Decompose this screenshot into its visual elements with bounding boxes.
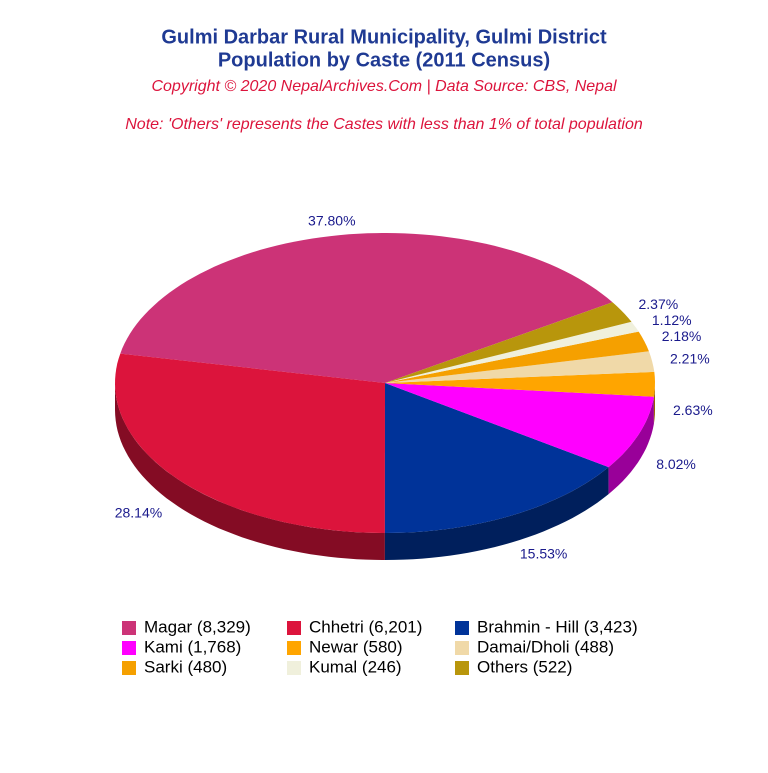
slice	[115, 353, 385, 533]
legend-swatch	[287, 661, 301, 675]
slice-side	[384, 467, 609, 560]
data-label: 2.37%	[639, 296, 679, 312]
legend-label: Kumal (246)	[309, 657, 402, 676]
data-label: 37.80%	[308, 213, 355, 229]
slice	[385, 331, 649, 383]
legend-swatch	[287, 621, 301, 635]
legend-swatch	[287, 641, 301, 655]
legend-label: Damai/Dholi (488)	[477, 637, 614, 656]
data-label: 28.14%	[115, 505, 162, 521]
slice-side	[608, 396, 654, 495]
legend-label: Kami (1,768)	[144, 637, 241, 656]
slice	[385, 383, 654, 468]
chart-subtitle: Population by Caste (2011 Census)	[218, 49, 550, 71]
copyright: Copyright © 2020 NepalArchives.Com | Dat…	[151, 78, 616, 95]
slice	[120, 233, 613, 383]
legend-label: Others (522)	[477, 657, 572, 676]
legend-label: Magar (8,329)	[144, 617, 251, 636]
note: Note: 'Others' represents the Castes wit…	[125, 116, 643, 133]
slice	[384, 383, 609, 533]
legend-swatch	[122, 621, 136, 635]
legend-swatch	[122, 641, 136, 655]
slice	[385, 321, 639, 383]
data-label: 2.21%	[670, 350, 710, 366]
slice-side	[115, 383, 385, 560]
data-label: 15.53%	[520, 546, 567, 562]
legend-swatch	[455, 621, 469, 635]
legend-swatch	[122, 661, 136, 675]
legend-swatch	[455, 641, 469, 655]
data-label: 2.63%	[673, 402, 713, 418]
slice	[385, 371, 655, 397]
slice	[385, 302, 632, 383]
data-label: 2.18%	[662, 328, 702, 344]
data-label: 1.12%	[652, 312, 692, 328]
chart-title: Gulmi Darbar Rural Municipality, Gulmi D…	[161, 26, 607, 48]
legend-label: Brahmin - Hill (3,423)	[477, 617, 638, 636]
slice-side	[653, 383, 655, 424]
legend-swatch	[455, 661, 469, 675]
slice	[385, 351, 655, 383]
legend-label: Sarki (480)	[144, 657, 227, 676]
data-label: 8.02%	[656, 456, 696, 472]
legend-label: Newar (580)	[309, 637, 403, 656]
legend-label: Chhetri (6,201)	[309, 617, 422, 636]
